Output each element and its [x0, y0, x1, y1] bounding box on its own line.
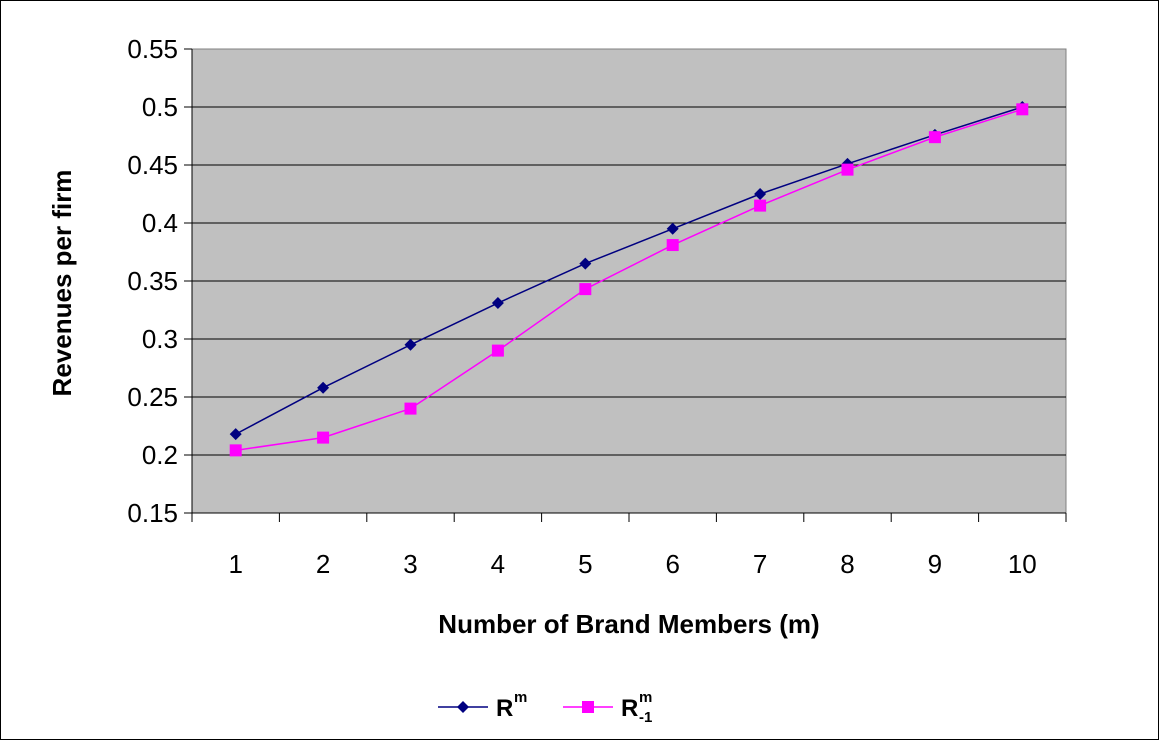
data-point-diamond: [229, 428, 242, 441]
x-tick-label: 9: [928, 549, 942, 579]
x-tick-label: 6: [665, 549, 679, 579]
gridlines: [192, 106, 1066, 456]
x-tick-label: 7: [753, 549, 767, 579]
legend-marker-square: [582, 701, 594, 713]
data-point-square: [754, 199, 767, 212]
data-point-diamond: [754, 188, 767, 200]
y-tick-label: 0.45: [127, 150, 178, 180]
data-point-diamond: [317, 381, 330, 394]
legend-label-superscript: m: [639, 689, 652, 706]
data-point-square: [229, 444, 242, 457]
data-point-square: [317, 431, 330, 444]
data-point-diamond: [491, 297, 504, 310]
y-tick-label: 0.4: [142, 208, 178, 238]
series: [229, 101, 1029, 457]
x-tick-label: 5: [578, 549, 592, 579]
data-point-square: [666, 239, 679, 252]
x-tick-label: 2: [316, 549, 330, 579]
legend-label: R: [621, 695, 638, 722]
legend-label-subscript: -1: [639, 709, 652, 726]
data-point-diamond: [404, 338, 417, 351]
legend-marker-diamond: [457, 701, 469, 713]
legend-label-superscript: m: [514, 689, 527, 706]
data-point-diamond: [579, 257, 592, 270]
data-point-square: [841, 163, 854, 176]
series-line: [235, 108, 1023, 452]
data-point-square: [404, 402, 417, 415]
series-2: [229, 103, 1029, 457]
data-point-diamond: [666, 222, 679, 235]
x-tick-label: 8: [840, 549, 854, 579]
x-tick-label: 10: [1008, 549, 1037, 579]
data-point-square: [928, 131, 941, 144]
y-axis-title: Revenues per firm: [47, 170, 77, 397]
x-tick-label: 4: [491, 549, 505, 579]
y-tick-label: 0.25: [127, 382, 178, 412]
y-tick-label: 0.5: [142, 92, 178, 122]
x-axis-title: Number of Brand Members (m): [438, 609, 819, 639]
y-tick-label: 0.3: [142, 324, 178, 354]
axes: 0.15 0.2 0.25 0.3 0.35 0.4 0.45 0.5 0.55 1 2 3 4 5 6 7 8…: [127, 34, 1067, 579]
x-tick-label: 1: [228, 549, 242, 579]
x-tick-label: 3: [403, 549, 417, 579]
series-line: [235, 106, 1023, 435]
legend-label: R: [496, 695, 513, 722]
y-tick-label: 0.55: [127, 34, 178, 64]
y-tick-label: 0.2: [142, 440, 178, 470]
y-tick-label: 0.35: [127, 266, 178, 296]
y-tick-label: 0.15: [127, 498, 178, 528]
data-point-square: [579, 283, 592, 296]
data-point-square: [1016, 103, 1029, 116]
data-point-square: [491, 344, 504, 357]
